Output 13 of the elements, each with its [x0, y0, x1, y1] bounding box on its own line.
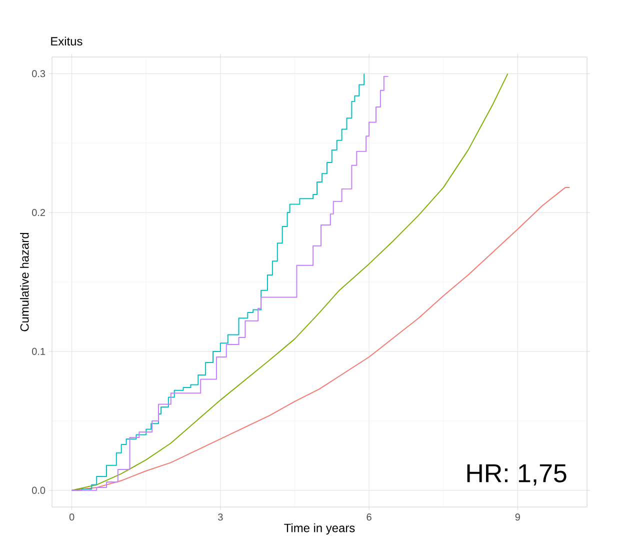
y-tick-label: 0.3: [32, 70, 46, 78]
chart-title: Exitus: [51, 36, 82, 46]
line-series: [71, 73, 508, 491]
x-tick-label: 0: [69, 514, 74, 521]
y-tick-label: 0.2: [32, 209, 45, 216]
y-tick-label: 0.1: [32, 348, 46, 355]
y-tick-label: 0.0: [32, 486, 46, 494]
x-tick-label: 3: [218, 514, 223, 521]
x-axis-title: Time in years: [284, 523, 355, 535]
x-tick-label: 9: [515, 514, 520, 521]
annotation: HR: 1,75: [467, 464, 566, 486]
y-axis-title: Cumulative hazard: [20, 232, 29, 332]
x-tick-label: 6: [366, 514, 372, 521]
